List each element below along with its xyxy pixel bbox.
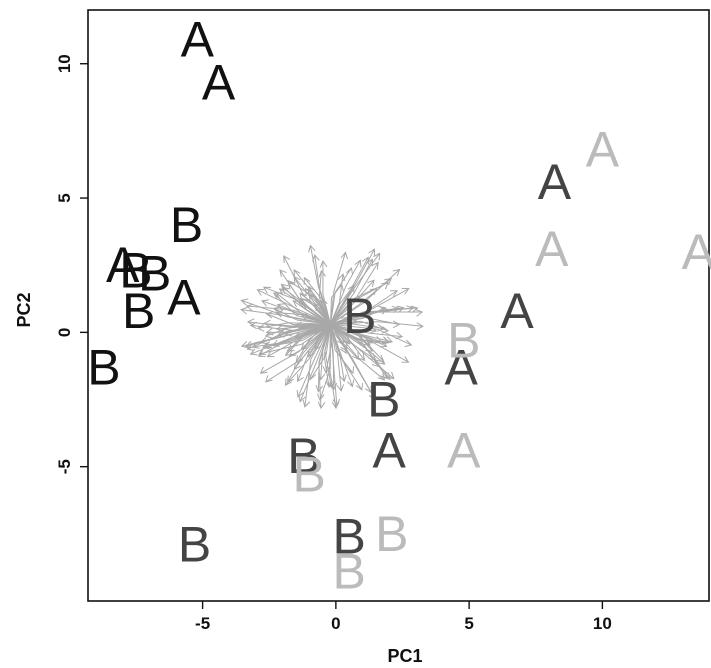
point-a: A: [167, 269, 201, 325]
x-tick-label: 0: [331, 614, 340, 633]
loading-arrow: [240, 306, 331, 325]
y-tick-label: 0: [55, 328, 74, 337]
point-b: B: [178, 517, 211, 573]
loading-arrow: [284, 324, 331, 387]
loading-arrow: [295, 323, 331, 364]
loading-arrow: [330, 323, 385, 363]
loading-arrow: [246, 323, 331, 352]
loading-arrow: [296, 324, 331, 398]
point-b: B: [87, 339, 120, 395]
loading-arrow: [298, 324, 332, 403]
point-b: B: [333, 509, 366, 565]
loading-arrow: [261, 299, 331, 325]
x-tick-label: 5: [464, 614, 473, 633]
point-b: B: [447, 312, 480, 368]
loading-arrow: [330, 261, 379, 325]
point-b: B: [287, 428, 320, 484]
plot-frame: [87, 9, 710, 602]
point-a: A: [202, 55, 236, 111]
loading-arrow: [319, 260, 332, 325]
loading-arrow: [299, 292, 331, 325]
point-b: B: [375, 506, 408, 562]
loading-arrow: [330, 324, 363, 391]
loading-arrow: [302, 324, 331, 408]
point-b: B: [343, 288, 376, 344]
point-a: A: [372, 423, 406, 479]
loading-arrow: [330, 323, 374, 344]
loading-arrow: [330, 309, 424, 325]
loading-arrow: [330, 318, 358, 326]
loading-arrow: [330, 273, 346, 325]
loading-arrow: [315, 324, 332, 393]
loading-arrow: [256, 288, 331, 325]
loading-arrow: [330, 323, 395, 380]
loading-arrow: [330, 323, 374, 352]
point-b: B: [122, 283, 155, 339]
loading-arrow: [265, 323, 331, 383]
loading-arrow: [330, 252, 381, 325]
loading-arrow: [330, 290, 398, 325]
x-tick-label: 10: [593, 614, 612, 633]
loading-arrow: [240, 323, 331, 349]
point-b: B: [293, 447, 326, 503]
x-tick-label: -5: [195, 614, 210, 633]
point-b: B: [119, 243, 152, 299]
point-b: B: [170, 197, 203, 253]
point-b: B: [333, 543, 366, 599]
arrow-cloud: [240, 244, 424, 410]
point-a: A: [586, 122, 620, 178]
point-a: A: [500, 283, 534, 339]
point-a: A: [106, 237, 140, 293]
y-tick-label: 5: [55, 193, 74, 202]
loading-arrow: [324, 324, 336, 389]
loading-arrow: [308, 244, 332, 325]
point-b: B: [367, 372, 400, 428]
point-a: A: [535, 221, 569, 277]
loading-arrow: [261, 323, 331, 350]
loading-arrow: [329, 324, 340, 410]
loading-arrow: [330, 323, 351, 345]
point-b: B: [138, 245, 171, 301]
y-axis-ticks: -5 0 5 10: [55, 54, 88, 474]
point-a: A: [444, 339, 478, 395]
loading-arrow: [297, 324, 331, 383]
loading-arrow: [330, 279, 375, 325]
point-a: A: [538, 154, 572, 210]
loading-arrow: [330, 323, 413, 348]
loading-arrow: [280, 283, 331, 325]
loading-arrow: [276, 303, 331, 325]
loading-arrow: [259, 323, 331, 374]
loading-arrow: [279, 269, 331, 325]
x-axis-label: PC1: [387, 646, 422, 666]
loading-arrow: [330, 324, 360, 361]
y-axis-label: PC2: [14, 292, 34, 327]
x-axis-ticks: -5 0 5 10: [195, 601, 612, 633]
loading-arrow: [330, 324, 345, 392]
loading-arrow: [330, 251, 349, 325]
y-tick-label: 10: [55, 54, 74, 73]
loading-arrow: [308, 324, 332, 381]
point-a: A: [682, 224, 711, 280]
point-a: A: [447, 423, 481, 479]
y-tick-label: -5: [55, 459, 74, 474]
loading-arrow: [318, 269, 331, 325]
loading-arrow: [257, 323, 331, 357]
point-a: A: [181, 12, 215, 68]
loading-arrow: [264, 323, 331, 339]
